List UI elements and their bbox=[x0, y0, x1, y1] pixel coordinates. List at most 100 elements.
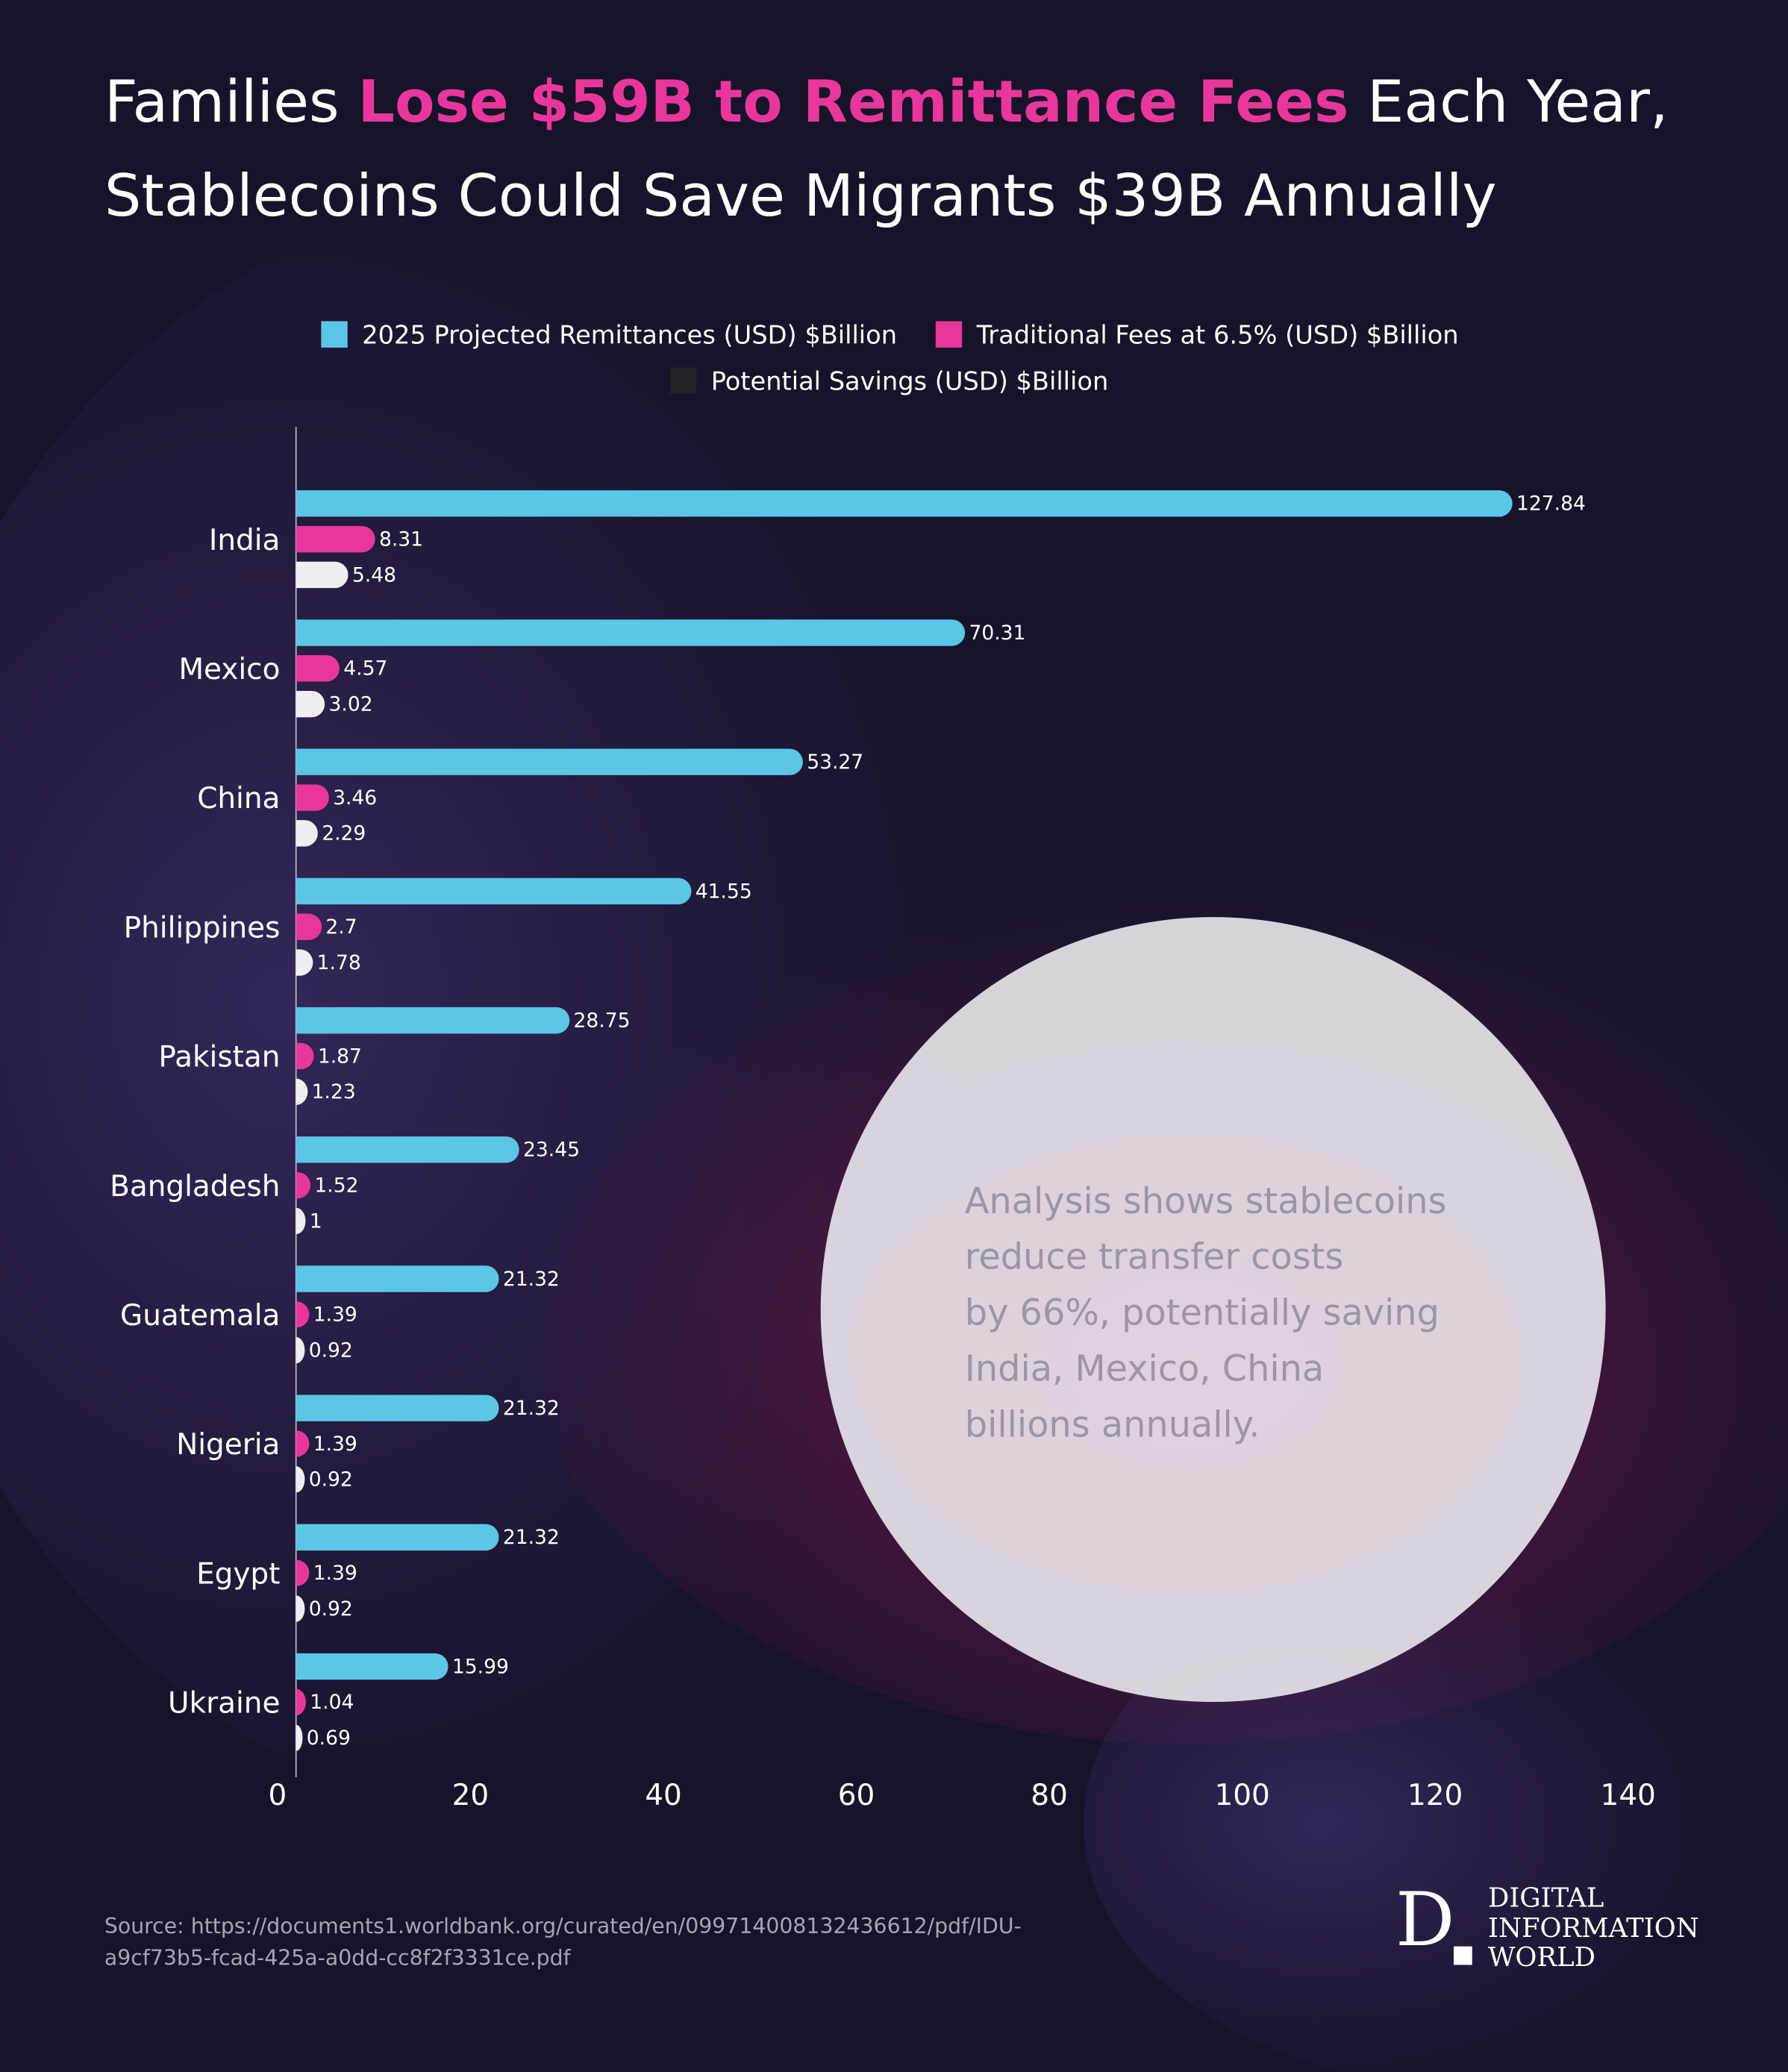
data-label: 5.48 bbox=[352, 563, 396, 586]
bar bbox=[296, 655, 340, 682]
y-tick-label: Bangladesh bbox=[110, 1170, 280, 1204]
legend-label: Potential Savings (USD) $Billion bbox=[711, 367, 1109, 396]
y-tick-label: Mexico bbox=[178, 653, 280, 686]
x-tick-label: 20 bbox=[452, 1779, 490, 1812]
bar bbox=[296, 1395, 499, 1421]
data-label: 0.69 bbox=[307, 1727, 351, 1750]
y-tick-label: Guatemala bbox=[120, 1299, 280, 1333]
legend-label: 2025 Projected Remittances (USD) $Billio… bbox=[362, 321, 897, 350]
x-tick-label: 80 bbox=[1031, 1779, 1068, 1812]
y-tick-label: Nigeria bbox=[176, 1428, 280, 1462]
logo-text: DIGITAL bbox=[1488, 1883, 1604, 1914]
annotation-text: reduce transfer costs bbox=[965, 1237, 1344, 1278]
bar bbox=[296, 1207, 306, 1235]
data-label: 28.75 bbox=[574, 1009, 631, 1032]
x-tick-label: 140 bbox=[1601, 1779, 1656, 1812]
bar bbox=[296, 1301, 310, 1328]
data-label: 3.02 bbox=[328, 693, 372, 716]
y-tick-label: Philippines bbox=[124, 911, 281, 945]
data-label: 1 bbox=[310, 1209, 322, 1233]
data-label: 53.27 bbox=[807, 751, 863, 774]
bar bbox=[296, 820, 318, 847]
data-label: 23.45 bbox=[523, 1139, 580, 1162]
bar bbox=[296, 1078, 308, 1105]
bar bbox=[296, 1336, 305, 1364]
bar bbox=[296, 1653, 448, 1680]
x-tick-label: 40 bbox=[645, 1779, 682, 1812]
data-label: 21.32 bbox=[503, 1268, 560, 1291]
bar bbox=[296, 1042, 314, 1070]
x-tick-label: 100 bbox=[1214, 1779, 1269, 1812]
data-label: 3.46 bbox=[333, 786, 377, 810]
bar bbox=[296, 877, 692, 905]
legend-swatch bbox=[669, 367, 697, 394]
data-label: 21.32 bbox=[503, 1526, 560, 1549]
bar bbox=[296, 525, 375, 553]
annotation: Analysis shows stablecoins reduce transfe… bbox=[965, 1181, 1447, 1446]
title-highlight: Lose $59B to Remittance Fees bbox=[357, 69, 1348, 136]
data-label: 21.32 bbox=[503, 1397, 560, 1420]
source: Source: https://documents1.worldbank.org… bbox=[104, 1914, 1022, 1938]
data-label: 1.23 bbox=[312, 1080, 356, 1104]
data-label: 41.55 bbox=[695, 880, 752, 903]
bar bbox=[296, 1724, 303, 1751]
data-label: 15.99 bbox=[452, 1655, 509, 1678]
data-label: 1.04 bbox=[310, 1691, 354, 1714]
bar bbox=[296, 619, 966, 646]
bar bbox=[296, 1136, 519, 1163]
bar bbox=[296, 1559, 310, 1586]
annotation-text: India, Mexico, China bbox=[965, 1349, 1325, 1390]
bar bbox=[296, 784, 329, 811]
bar bbox=[296, 690, 325, 718]
bar bbox=[296, 1466, 305, 1493]
y-tick-label: Ukraine bbox=[168, 1687, 280, 1721]
bar bbox=[296, 1265, 499, 1292]
data-label: 1.39 bbox=[313, 1433, 357, 1456]
x-tick-label: 60 bbox=[838, 1779, 875, 1812]
bar bbox=[296, 949, 313, 976]
data-label: 1.78 bbox=[317, 951, 361, 974]
plot: 2025 Projected Remittances (USD) $Billio… bbox=[110, 321, 1656, 1813]
data-label: 2.7 bbox=[325, 916, 357, 939]
bar bbox=[296, 1007, 570, 1034]
data-label: 8.31 bbox=[379, 528, 423, 551]
annotation-text: by 66%, potentially saving bbox=[965, 1293, 1440, 1334]
y-tick-label: Pakistan bbox=[158, 1041, 280, 1074]
data-label: 127.84 bbox=[1516, 492, 1586, 516]
legend-swatch bbox=[935, 321, 963, 348]
data-label: 0.92 bbox=[309, 1339, 353, 1362]
data-label: 70.31 bbox=[969, 622, 1025, 645]
bar bbox=[296, 913, 322, 940]
title-part: Families bbox=[104, 69, 358, 136]
chart-title: Stablecoins Could Save Migrants $39B Ann… bbox=[104, 163, 1497, 230]
data-label: 2.29 bbox=[322, 822, 366, 845]
annotation-circle bbox=[820, 917, 1606, 1703]
source: a9cf73b5-fcad-425a-a0dd-cc8f2f3331ce.pdf bbox=[104, 1945, 572, 1970]
title-part: Each Year, bbox=[1348, 69, 1668, 136]
y-tick-label: India bbox=[209, 524, 281, 557]
bar bbox=[296, 490, 1513, 517]
logo-text: INFORMATION bbox=[1488, 1913, 1699, 1944]
bar bbox=[296, 1595, 305, 1622]
bar bbox=[296, 1430, 310, 1457]
y-tick-label: China bbox=[197, 782, 280, 816]
bar bbox=[296, 748, 803, 775]
legend-swatch bbox=[321, 321, 348, 348]
bar bbox=[296, 1171, 311, 1199]
data-label: 1.52 bbox=[314, 1174, 358, 1197]
legend-label: Traditional Fees at 6.5% (USD) $Billion bbox=[976, 321, 1459, 350]
data-label: 1.87 bbox=[318, 1045, 362, 1068]
data-label: 1.39 bbox=[313, 1303, 357, 1327]
bar bbox=[296, 561, 348, 589]
bar bbox=[296, 1524, 499, 1551]
x-tick-label: 0 bbox=[268, 1779, 287, 1812]
bar bbox=[296, 1688, 306, 1716]
chart-title: Families Lose $59B to Remittance Fees Ea… bbox=[104, 69, 1669, 136]
logo-text: WORLD bbox=[1488, 1942, 1595, 1973]
data-label: 1.39 bbox=[313, 1562, 357, 1585]
annotation-text: billions annually. bbox=[965, 1404, 1260, 1445]
annotation-text: Analysis shows stablecoins bbox=[965, 1181, 1447, 1222]
data-label: 0.92 bbox=[309, 1597, 353, 1621]
